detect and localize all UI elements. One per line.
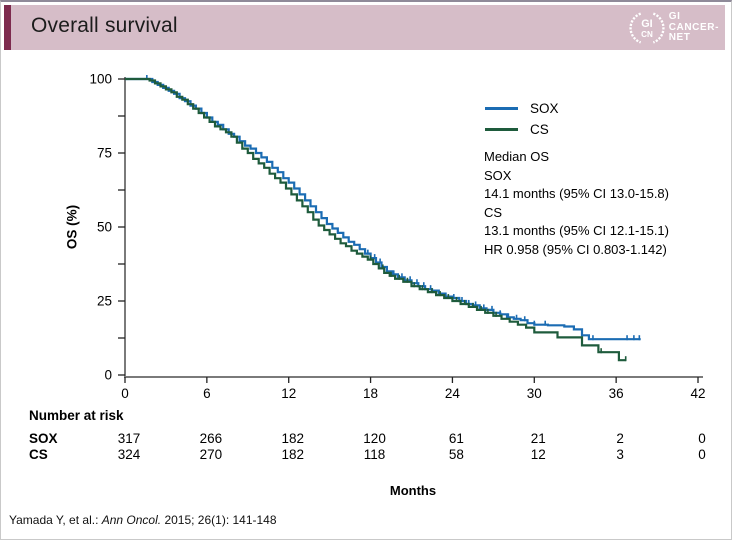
stats-line: CS (484, 204, 503, 220)
sox-line-swatch (485, 107, 518, 110)
risk-value: 0 (698, 447, 706, 462)
stats-line: SOX (484, 167, 512, 183)
y-tick-label: 50 (97, 220, 112, 235)
risk-value: 182 (281, 431, 304, 446)
risk-row-label: SOX (29, 431, 58, 446)
legend-label: CS (530, 122, 549, 137)
citation: Yamada Y, et al.: Ann Oncol. 2015; 26(1)… (9, 513, 277, 527)
y-tick-label: 0 (104, 368, 112, 383)
logo-line: GI (668, 11, 681, 23)
risk-value: 182 (281, 447, 304, 462)
x-tick-label: 0 (121, 386, 129, 401)
risk-value: 120 (363, 431, 386, 446)
citation-suffix: 2015; 26(1): 141-148 (161, 513, 277, 527)
risk-value: 61 (448, 431, 464, 446)
x-tick-label: 18 (363, 386, 378, 401)
stats-line: HR 0.958 (95% CI 0.803-1.142) (484, 241, 667, 257)
risk-value: 118 (363, 447, 386, 462)
risk-value: 317 (117, 431, 141, 446)
logo-line: NET (668, 32, 691, 44)
gi-cancer-net-logo: GI CN GI CANCER- NET (629, 10, 719, 46)
y-tick-label: 75 (97, 146, 112, 161)
x-tick-label: 6 (203, 386, 211, 401)
risk-table-heading: Number at risk (29, 408, 124, 423)
risk-value: 58 (448, 447, 464, 462)
laurel-wreath-icon: GI CN (629, 12, 665, 44)
chart-legend: SOX CS (485, 98, 559, 140)
x-tick-label: 42 (690, 386, 705, 401)
x-tick-label: 30 (527, 386, 542, 401)
median-os-annotation: Median OS SOX 14.1 months (95% CI 13.0-1… (484, 148, 669, 260)
stats-line: Median OS (484, 149, 550, 164)
logo-text: GI CANCER- NET (669, 12, 719, 44)
x-tick-label: 24 (445, 386, 461, 401)
risk-value: 324 (117, 447, 141, 462)
x-axis-label: Months (389, 483, 437, 498)
x-tick-label: 36 (609, 386, 624, 401)
risk-value: 21 (530, 431, 546, 446)
legend-item-cs: CS (485, 119, 559, 140)
cs-line-swatch (485, 128, 518, 131)
y-tick-label: 25 (97, 294, 112, 309)
page-title: Overall survival (31, 14, 178, 37)
y-axis-label: OS (%) (64, 204, 80, 250)
logo-wreath-top-text: GI (641, 18, 652, 30)
citation-prefix: Yamada Y, et al.: (9, 513, 102, 527)
risk-value: 2 (616, 431, 624, 446)
header-band (11, 5, 725, 50)
risk-value: 0 (698, 431, 706, 446)
risk-row-label: CS (29, 447, 48, 462)
header-accent-bar (4, 5, 12, 50)
survival-curve-sox (125, 77, 641, 341)
logo-wreath-bottom-text: CN (641, 30, 653, 39)
y-tick-label: 100 (89, 72, 112, 87)
logo-line: CANCER- (668, 21, 719, 33)
legend-label: SOX (530, 101, 559, 116)
header: Overall survival GI CN GI CANCER- NET (4, 5, 729, 50)
risk-value: 3 (616, 447, 624, 462)
risk-value: 270 (199, 447, 223, 462)
x-tick-label: 12 (281, 386, 296, 401)
risk-value: 12 (530, 447, 546, 462)
risk-value: 266 (199, 431, 223, 446)
survival-curve-cs (125, 77, 626, 362)
stats-line: 14.1 months (95% CI 13.0-15.8) (484, 186, 669, 202)
legend-item-sox: SOX (485, 98, 559, 119)
citation-journal: Ann Oncol. (101, 513, 162, 527)
stats-line: 13.1 months (95% CI 12.1-15.1) (484, 223, 669, 239)
